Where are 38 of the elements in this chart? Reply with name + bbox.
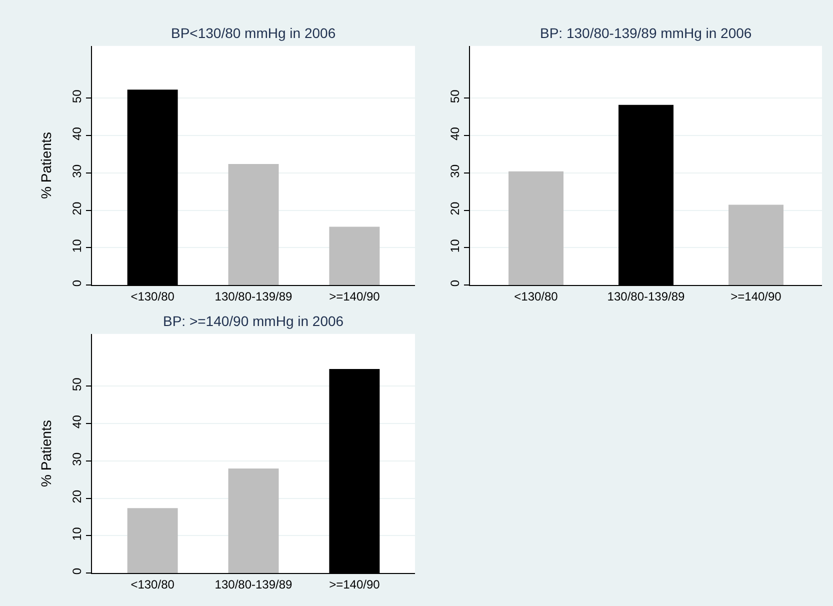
x-tick-label: 130/80-139/89 xyxy=(214,289,293,304)
x-tick-label: <130/80 xyxy=(130,578,175,592)
y-tick-label: 50 xyxy=(70,377,84,392)
y-tick-label: 20 xyxy=(70,490,84,504)
y-tick-label: 10 xyxy=(448,238,462,253)
y-tick-label: 0 xyxy=(70,568,84,575)
y-tick-label: 40 xyxy=(70,414,84,428)
y-tick-label: 20 xyxy=(448,202,462,216)
y-tick-label: 40 xyxy=(70,126,84,140)
x-tick-label: <130/80 xyxy=(514,289,558,304)
bar xyxy=(127,508,178,574)
y-tick-label: 30 xyxy=(448,164,462,178)
y-tick-label: 30 xyxy=(70,164,84,178)
y-axis-title: % Patients xyxy=(38,420,54,487)
y-tick-label: 20 xyxy=(70,202,84,216)
chart-title: BP: 130/80-139/89 mmHg in 2006 xyxy=(540,25,752,41)
y-tick-label: 50 xyxy=(448,89,462,104)
bar xyxy=(228,468,279,574)
bar xyxy=(508,171,564,286)
chart-title: BP: >=140/90 mmHg in 2006 xyxy=(163,313,344,329)
chart-title: BP<130/80 mmHg in 2006 xyxy=(171,25,336,41)
x-tick-label: >=140/90 xyxy=(730,289,782,304)
y-tick-label: 50 xyxy=(70,89,84,104)
x-tick-label: <130/80 xyxy=(130,289,175,304)
y-axis-title: % Patients xyxy=(38,132,54,199)
x-tick-label: >=140/90 xyxy=(329,289,380,304)
y-tick-label: 0 xyxy=(70,280,84,287)
y-tick-label: 0 xyxy=(448,280,462,287)
y-tick-label: 40 xyxy=(448,126,462,140)
bar xyxy=(728,204,784,286)
x-tick-label: 130/80-139/89 xyxy=(607,289,686,304)
bar xyxy=(329,226,380,286)
y-tick-label: 10 xyxy=(70,238,84,253)
x-tick-label: >=140/90 xyxy=(329,578,380,592)
y-tick-label: 10 xyxy=(70,526,84,541)
y-tick-label: 30 xyxy=(70,452,84,466)
bar xyxy=(228,164,279,286)
x-tick-label: 130/80-139/89 xyxy=(214,578,293,592)
